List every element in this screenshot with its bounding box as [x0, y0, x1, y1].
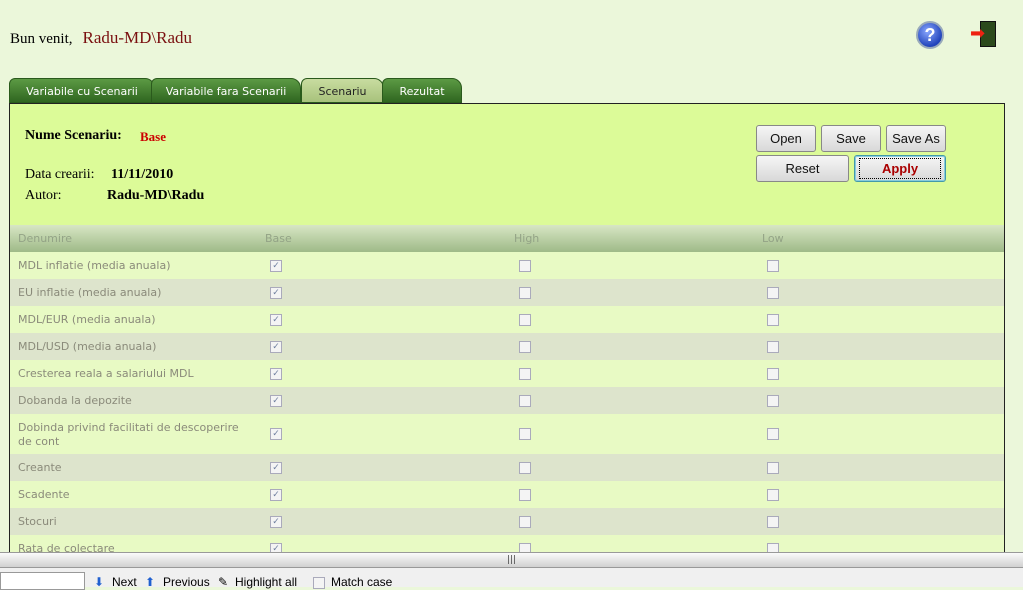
- highlighter-icon: ✎: [218, 575, 229, 589]
- row-name: MDL inflatie (media anuala): [18, 259, 171, 272]
- reset-button[interactable]: Reset: [756, 155, 849, 182]
- checkbox-base[interactable]: ✓: [270, 394, 282, 407]
- row-name: MDL/USD (media anuala): [18, 340, 157, 353]
- checkbox-high[interactable]: [519, 286, 531, 299]
- checkbox-low[interactable]: [767, 461, 779, 474]
- tab-variabile-cu-scenarii[interactable]: Variabile cu Scenarii: [9, 78, 155, 103]
- row-name: Dobinda privind facilitati de descoperir…: [18, 421, 239, 448]
- logout-icon[interactable]: ➡: [970, 20, 1000, 48]
- scenario-panel: Nume Scenariu: Base Data crearii: 11/11/…: [9, 103, 1005, 563]
- highlight-all-button[interactable]: Highlight all: [235, 575, 298, 589]
- checkbox-base[interactable]: ✓: [270, 515, 282, 528]
- row-name: Scadente: [18, 488, 70, 501]
- header-denumire: Denumire: [18, 232, 73, 245]
- checkbox-low[interactable]: [767, 340, 779, 353]
- checkbox-high[interactable]: [519, 367, 531, 380]
- row-name: Cresterea reala a salariului MDL: [18, 367, 194, 380]
- checkbox-low[interactable]: [767, 367, 779, 380]
- checkbox-low[interactable]: [767, 394, 779, 407]
- save-button[interactable]: Save: [821, 125, 881, 152]
- checkbox-low[interactable]: [767, 428, 779, 440]
- row-name: EU inflatie (media anuala): [18, 286, 162, 299]
- creation-date: 11/11/2010: [111, 167, 174, 182]
- table-header: Denumire Base High Low: [10, 225, 1004, 252]
- table-row: MDL inflatie (media anuala) ✓: [10, 252, 1004, 279]
- header-base: Base: [265, 232, 292, 245]
- apply-label: Apply: [858, 158, 942, 179]
- checkbox-high[interactable]: [519, 394, 531, 407]
- header-low: Low: [762, 232, 784, 245]
- splitter-handle[interactable]: |||: [0, 552, 1023, 568]
- table-row: Creante ✓: [10, 454, 1004, 481]
- tab-rezultat[interactable]: Rezultat: [382, 78, 462, 103]
- checkbox-high[interactable]: [519, 461, 531, 474]
- checkbox-low[interactable]: [767, 286, 779, 299]
- scenario-name: Base: [140, 129, 166, 144]
- checkbox-high[interactable]: [519, 259, 531, 272]
- checkbox-base[interactable]: ✓: [270, 428, 282, 440]
- user-name: Radu-MD\Radu: [82, 28, 193, 47]
- checkbox-base[interactable]: ✓: [270, 259, 282, 272]
- arrow-up-icon: ⬆: [145, 575, 156, 589]
- table-row: Dobanda la depozite ✓: [10, 387, 1004, 414]
- author: Radu-MD\Radu: [107, 188, 205, 203]
- row-name: Dobanda la depozite: [18, 394, 132, 407]
- checkbox-base[interactable]: ✓: [270, 461, 282, 474]
- checkbox-low[interactable]: [767, 488, 779, 501]
- checkbox-base[interactable]: ✓: [270, 286, 282, 299]
- table-row: EU inflatie (media anuala) ✓: [10, 279, 1004, 306]
- row-name: Stocuri: [18, 515, 57, 528]
- save-as-button[interactable]: Save As: [886, 125, 946, 152]
- checkbox-base[interactable]: ✓: [270, 313, 282, 326]
- row-name: Rata de colectare: [18, 542, 115, 555]
- match-case-label: Match case: [331, 575, 393, 589]
- checkbox-high[interactable]: [519, 313, 531, 326]
- scenario-name-label: Nume Scenariu:: [25, 128, 122, 143]
- welcome-label: Bun venit,: [10, 31, 73, 47]
- row-name: MDL/EUR (media anuala): [18, 313, 156, 326]
- arrow-down-icon: ⬇: [94, 575, 105, 589]
- find-bar: ⬇ Next ⬆ Previous ✎ Highlight all Match …: [0, 568, 1023, 590]
- checkbox-low[interactable]: [767, 515, 779, 528]
- table-row: MDL/EUR (media anuala) ✓: [10, 306, 1004, 333]
- scenario-info: Nume Scenariu: Base Data crearii: 11/11/…: [10, 104, 1004, 225]
- checkbox-base[interactable]: ✓: [270, 340, 282, 353]
- find-next-button[interactable]: Next: [112, 575, 137, 589]
- tab-scenariu[interactable]: Scenariu: [301, 78, 384, 103]
- checkbox-low[interactable]: [767, 259, 779, 272]
- checkbox-high[interactable]: [519, 515, 531, 528]
- table-row: Scadente ✓: [10, 481, 1004, 508]
- match-case-checkbox[interactable]: [313, 577, 325, 589]
- checkbox-high[interactable]: [519, 488, 531, 501]
- find-input[interactable]: [0, 572, 85, 590]
- find-previous-button[interactable]: Previous: [163, 575, 210, 589]
- open-button[interactable]: Open: [756, 125, 816, 152]
- checkbox-high[interactable]: [519, 340, 531, 353]
- help-icon[interactable]: ?: [916, 21, 944, 49]
- table-row: Dobinda privind facilitati de descoperir…: [10, 414, 1004, 454]
- date-label: Data crearii:: [25, 167, 95, 182]
- checkbox-base[interactable]: ✓: [270, 367, 282, 380]
- row-name: Creante: [18, 461, 62, 474]
- checkbox-base[interactable]: ✓: [270, 488, 282, 501]
- apply-button[interactable]: Apply: [854, 155, 946, 182]
- table-body: MDL inflatie (media anuala) ✓ EU inflatie …: [10, 252, 1004, 562]
- welcome-text: Bun venit, Radu-MD\Radu: [10, 28, 192, 48]
- table-row: Stocuri ✓: [10, 508, 1004, 535]
- table-row: MDL/USD (media anuala) ✓: [10, 333, 1004, 360]
- checkbox-high[interactable]: [519, 428, 531, 440]
- table-row: Cresterea reala a salariului MDL ✓: [10, 360, 1004, 387]
- tab-variabile-fara-scenarii[interactable]: Variabile fara Scenarii: [151, 78, 301, 103]
- author-label: Autor:: [25, 188, 62, 203]
- header-high: High: [514, 232, 540, 245]
- checkbox-low[interactable]: [767, 313, 779, 326]
